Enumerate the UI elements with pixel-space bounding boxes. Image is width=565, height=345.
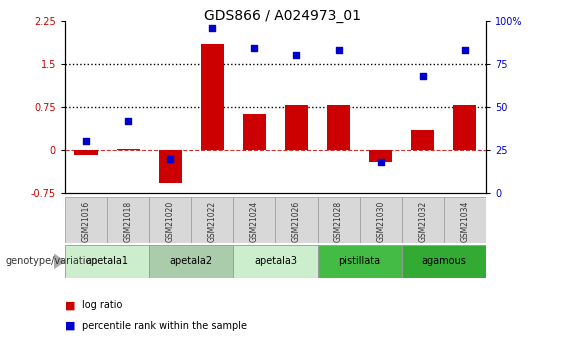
Bar — [285, 105, 308, 150]
Point — [250, 46, 259, 51]
Text: ■: ■ — [65, 300, 76, 310]
Point — [418, 73, 427, 79]
Bar — [233, 245, 318, 278]
Text: GSM21030: GSM21030 — [376, 200, 385, 242]
Text: apetala3: apetala3 — [254, 256, 297, 266]
Bar — [201, 44, 224, 150]
Bar — [233, 197, 276, 243]
Text: GSM21032: GSM21032 — [418, 200, 427, 242]
Polygon shape — [54, 255, 64, 268]
Bar — [453, 105, 476, 150]
Bar — [402, 245, 486, 278]
Bar — [149, 245, 233, 278]
Bar — [276, 197, 318, 243]
Bar — [159, 150, 182, 184]
Text: apetala2: apetala2 — [170, 256, 213, 266]
Bar — [444, 197, 486, 243]
Point — [292, 52, 301, 58]
Text: GSM21026: GSM21026 — [292, 200, 301, 242]
Bar — [149, 197, 191, 243]
Bar — [411, 130, 434, 150]
Bar — [402, 197, 444, 243]
Text: percentile rank within the sample: percentile rank within the sample — [82, 321, 247, 331]
Text: GSM21018: GSM21018 — [124, 200, 133, 242]
Text: ■: ■ — [65, 321, 76, 331]
Bar — [243, 115, 266, 150]
Bar — [327, 105, 350, 150]
Bar — [65, 197, 107, 243]
Bar — [107, 197, 149, 243]
Bar — [359, 197, 402, 243]
Text: genotype/variation: genotype/variation — [6, 256, 98, 266]
Text: GSM21034: GSM21034 — [460, 200, 470, 242]
Text: agamous: agamous — [421, 256, 466, 266]
Point — [460, 47, 470, 53]
Text: GDS866 / A024973_01: GDS866 / A024973_01 — [204, 9, 361, 23]
Text: log ratio: log ratio — [82, 300, 122, 310]
Text: GSM21016: GSM21016 — [81, 200, 90, 242]
Point — [334, 47, 343, 53]
Bar — [318, 197, 360, 243]
Point — [81, 139, 90, 144]
Text: pistillata: pistillata — [338, 256, 381, 266]
Bar — [191, 197, 233, 243]
Point — [166, 156, 175, 161]
Text: GSM21028: GSM21028 — [334, 200, 343, 242]
Bar — [369, 150, 392, 161]
Text: GSM21024: GSM21024 — [250, 200, 259, 242]
Text: apetala1: apetala1 — [85, 256, 129, 266]
Bar — [116, 149, 140, 150]
Bar — [318, 245, 402, 278]
Bar — [75, 150, 98, 155]
Point — [376, 159, 385, 165]
Text: GSM21022: GSM21022 — [208, 200, 217, 242]
Point — [208, 25, 217, 30]
Bar — [65, 245, 149, 278]
Point — [124, 118, 133, 124]
Text: GSM21020: GSM21020 — [166, 200, 175, 242]
